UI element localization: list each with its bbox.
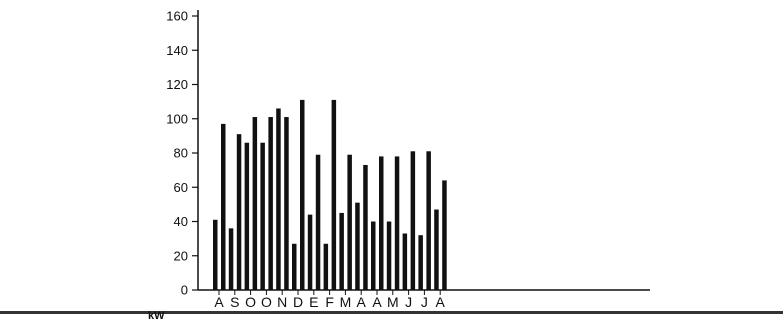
bar-series1 [418,235,423,290]
y-tick-label: 140 [166,43,188,58]
x-tick-label: A [372,294,382,310]
bar-series2 [300,99,305,290]
bar-series2 [363,164,368,290]
bar-series1 [386,221,392,290]
bar-series2 [284,117,289,290]
x-tick-label: A [436,294,446,310]
bottom-band [0,311,783,314]
y-tick-label: 120 [166,77,188,92]
x-tick-label: M [340,294,352,310]
bar-series2 [379,156,384,290]
y-tick-label: 0 [181,283,188,298]
x-tick-label: A [214,294,224,310]
y-ticks: 0 20 40 60 80 100 120 140 160 [166,9,198,298]
bar-series1 [434,209,439,290]
y-tick-label: 40 [174,214,188,229]
x-tick-label: F [325,294,334,310]
bar-series1 [307,214,313,290]
bar-series2 [252,117,258,290]
bar-series2 [426,151,431,290]
bar-series2 [268,117,273,290]
bar-series1 [228,228,234,290]
x-tick-label: J [421,294,428,310]
y-tick-label: 160 [166,9,188,24]
bar-series1 [371,221,376,290]
bars [213,99,447,290]
x-tick-label: A [357,294,367,310]
y-tick-label: 60 [174,180,188,195]
bar-series1 [213,219,218,290]
y-tick-label: 100 [166,111,188,126]
bar-series1 [339,212,344,290]
bar-series2 [394,156,400,290]
unit-label: kW [148,310,165,322]
bar-series1 [276,108,281,290]
bar-series1 [402,233,408,290]
x-tick-label: J [405,294,412,310]
bar-series2 [315,154,321,290]
bar-series1 [260,142,265,290]
bar-series2 [236,134,242,290]
bottom-band-strip [0,311,783,314]
bar-series1 [292,243,297,290]
x-tick-label: M [387,294,399,310]
bar-series2 [347,154,352,290]
bar-series1 [355,202,360,290]
x-tick-label: E [309,294,318,310]
x-tick-label: S [230,294,239,310]
x-tick-label: O [261,294,272,310]
bar-series2 [442,180,447,290]
y-tick-label: 20 [174,248,188,263]
bar-series2 [331,99,337,290]
bar-series1 [323,243,329,290]
bar-series2 [221,123,226,290]
x-tick-label: O [245,294,256,310]
bar-series1 [244,142,250,290]
x-tick-label: D [293,294,303,310]
bar-series2 [410,151,416,290]
x-tick-label: N [277,294,287,310]
y-tick-label: 80 [174,146,188,161]
